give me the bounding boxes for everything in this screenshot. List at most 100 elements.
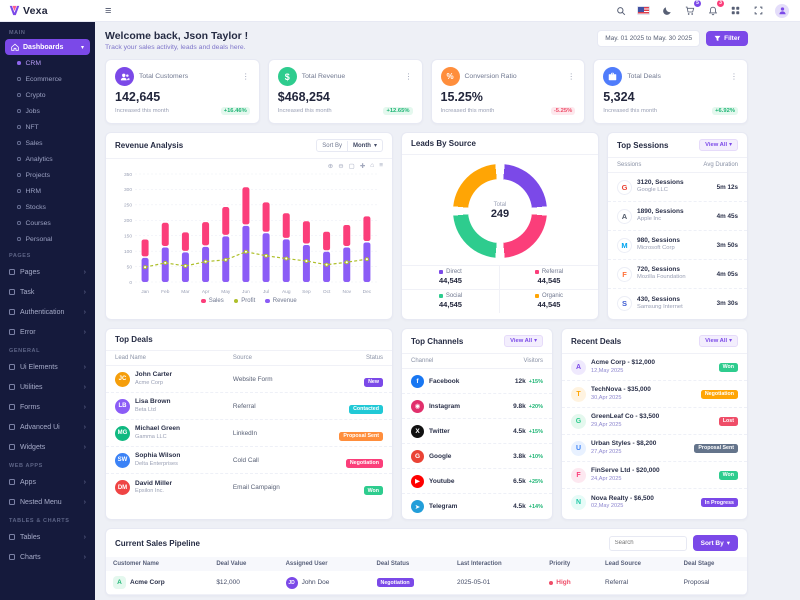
sidebar-item[interactable]: Widgets › [0,437,95,457]
pipeline-row[interactable]: A Acme Corp $12,000 JD John Doe Negotiatio… [106,571,747,595]
column-header[interactable]: Customer Name [106,557,210,571]
legend-item[interactable]: Revenue [265,298,297,304]
zoom-in-icon[interactable]: ⊕ [327,163,334,170]
deal-row[interactable]: SW Sophia Wilson Delta Enterprises Cold … [106,447,392,474]
chevron-right-icon: › [83,498,86,506]
sidebar-subitem[interactable]: Sales [0,135,95,151]
zoom-out-icon[interactable]: ⊖ [338,163,344,170]
card-menu-icon[interactable]: ⋮ [241,72,250,81]
sidebar-subitem[interactable]: Personal [0,231,95,247]
sidebar-item[interactable]: Nested Menu › [0,492,95,512]
sidebar-subitem[interactable]: CRM [0,55,95,71]
sidebar-subitem[interactable]: Analytics [0,151,95,167]
sidebar-item[interactable]: Advanced Ui › [0,417,95,437]
deal-row[interactable]: DM David Miller Epsilon Inc. Email Campa… [106,474,392,501]
nav-item-icon [9,404,15,410]
column-header[interactable]: Deal Status [369,557,450,571]
channel-delta: +15% [528,428,543,435]
card-menu-icon[interactable]: ⋮ [404,72,413,81]
sidebar-subitem[interactable]: NFT [0,119,95,135]
filter-button[interactable]: Filter [706,31,748,46]
session-row[interactable]: G 3120, Sessions Google LLC 5m 12s [608,173,747,202]
sidebar-item-dashboards[interactable]: Dashboards ▾ [5,39,90,55]
sidebar-item[interactable]: Task › [0,282,95,302]
card-menu-icon[interactable]: ⋮ [567,72,576,81]
deal-row[interactable]: T TechNova - $35,000 30,Apr 2025 Negotia… [562,381,747,408]
channel-row[interactable]: ◉ Instagram 9.8k +20% [402,394,552,419]
selection-icon[interactable]: ▢ [348,163,355,170]
deal-row[interactable]: LB Lisa Brown Beta Ltd Referral Contacte… [106,393,392,420]
session-row[interactable]: A 1890, Sessions Apple Inc 4m 45s [608,202,747,231]
pan-icon[interactable]: ✚ [359,163,366,170]
legend-label: Direct [446,269,462,275]
top-channels-card: Top Channels View All ▾ Channel Visitors … [401,328,553,520]
app-logo[interactable]: Vexa [0,5,95,17]
channel-name: Facebook [429,377,460,385]
column-header[interactable]: Lead Source [598,557,677,571]
sidebar-subitem[interactable]: Courses [0,215,95,231]
sidebar-subitem[interactable]: Projects [0,167,95,183]
deal-row[interactable]: N Nova Realty - $6,500 02,May 2025 In Pr… [562,489,747,516]
chart-menu-icon[interactable]: ≡ [379,162,383,169]
sidebar-item[interactable]: Tables › [0,527,95,547]
sort-by-button[interactable]: Sort By ▾ [692,535,738,551]
revenue-sort-control[interactable]: Sort By Month ▾ [316,139,383,152]
channel-row[interactable]: G Google 3.8k +10% [402,444,552,469]
nav-item-icon [9,424,15,430]
deal-row[interactable]: U Urban Styles - $8,200 27,Apr 2025 Prop… [562,435,747,462]
session-row[interactable]: F 720, Sessions Mozilla Foundation 4m 05… [608,260,747,289]
channel-row[interactable]: X Twitter 4.5k +15% [402,419,552,444]
column-header[interactable]: Last Interaction [449,557,543,571]
search-icon[interactable] [614,4,627,17]
sidebar-subitem[interactable]: Ecommerce [0,71,95,87]
sidebar-subitem[interactable]: Stocks [0,199,95,215]
legend-item[interactable]: Sales [201,298,224,304]
sidebar-item[interactable]: Ui Elements › [0,357,95,377]
language-flag-icon[interactable] [637,4,650,17]
sidebar-item[interactable]: Pages › [0,262,95,282]
channel-row[interactable]: ▶ Youtube 6.5k +25% [402,469,552,494]
date-range-picker[interactable]: May. 01 2025 to May. 30 2025 [597,30,701,47]
filter-icon [714,35,721,42]
sidebar-item[interactable]: Apps › [0,472,95,492]
column-header[interactable]: Deal Stage [676,557,747,571]
view-all-button[interactable]: View All ▾ [504,335,543,347]
card-menu-icon[interactable]: ⋮ [730,72,738,81]
column-header[interactable]: Deal Value [209,557,279,571]
dark-mode-icon[interactable] [660,4,673,17]
view-all-button[interactable]: View All ▾ [699,335,738,347]
user-avatar[interactable] [775,3,789,18]
session-row[interactable]: S 430, Sessions Samsung Internet 3m 30s [608,289,747,318]
sidebar-item[interactable]: Error › [0,322,95,342]
channel-delta: +14% [528,504,543,510]
channel-row[interactable]: ➤ Telegram 4.5k +14% [402,494,552,519]
deal-row[interactable]: F FinServe Ltd - $20,000 24,Apr 2025 Won [562,462,747,489]
channel-row[interactable]: f Facebook 12k +15% [402,369,552,394]
fullscreen-icon[interactable] [752,4,765,17]
channels-list: f Facebook 12k +15% ◉ Instagram 9.8k +20… [402,369,552,519]
notifications-icon[interactable]: 3 [706,0,724,17]
cart-icon[interactable]: 5 [683,0,701,17]
deal-row[interactable]: MG Michael Green Gamma LLC LinkedIn Prop… [106,420,392,447]
column-header[interactable]: Assigned User [278,557,370,571]
sidebar-item[interactable]: Charts › [0,547,95,567]
sidebar-subitem[interactable]: Jobs [0,103,95,119]
column-header[interactable]: Priority [542,557,598,571]
sidebar-subitem[interactable]: HRM [0,183,95,199]
sidebar-item[interactable]: Authentication › [0,302,95,322]
view-all-button[interactable]: View All ▾ [699,139,738,151]
deal-row[interactable]: JC John Carter Acme Corp Website Form Ne… [106,366,392,393]
menu-toggle-icon[interactable]: ≡ [105,4,112,17]
sidebar-subitem[interactable]: Crypto [0,87,95,103]
column-header: Sessions [617,162,642,168]
session-row[interactable]: M 980, Sessions Microsoft Corp 3m 50s [608,231,747,260]
reset-zoom-icon[interactable]: ⌂ [370,162,375,169]
deal-row[interactable]: A Acme Corp - $12,000 12,May 2025 Won [562,354,747,381]
channel-visitors: 3.8k [513,452,526,460]
legend-item[interactable]: Profit [233,298,255,304]
sidebar-item[interactable]: Utilities › [0,377,95,397]
apps-grid-icon[interactable] [729,4,742,17]
search-input[interactable] [608,535,687,551]
deal-row[interactable]: G GreenLeaf Co - $3,500 29,Apr 2025 Lost [562,408,747,435]
sidebar-item[interactable]: Forms › [0,397,95,417]
